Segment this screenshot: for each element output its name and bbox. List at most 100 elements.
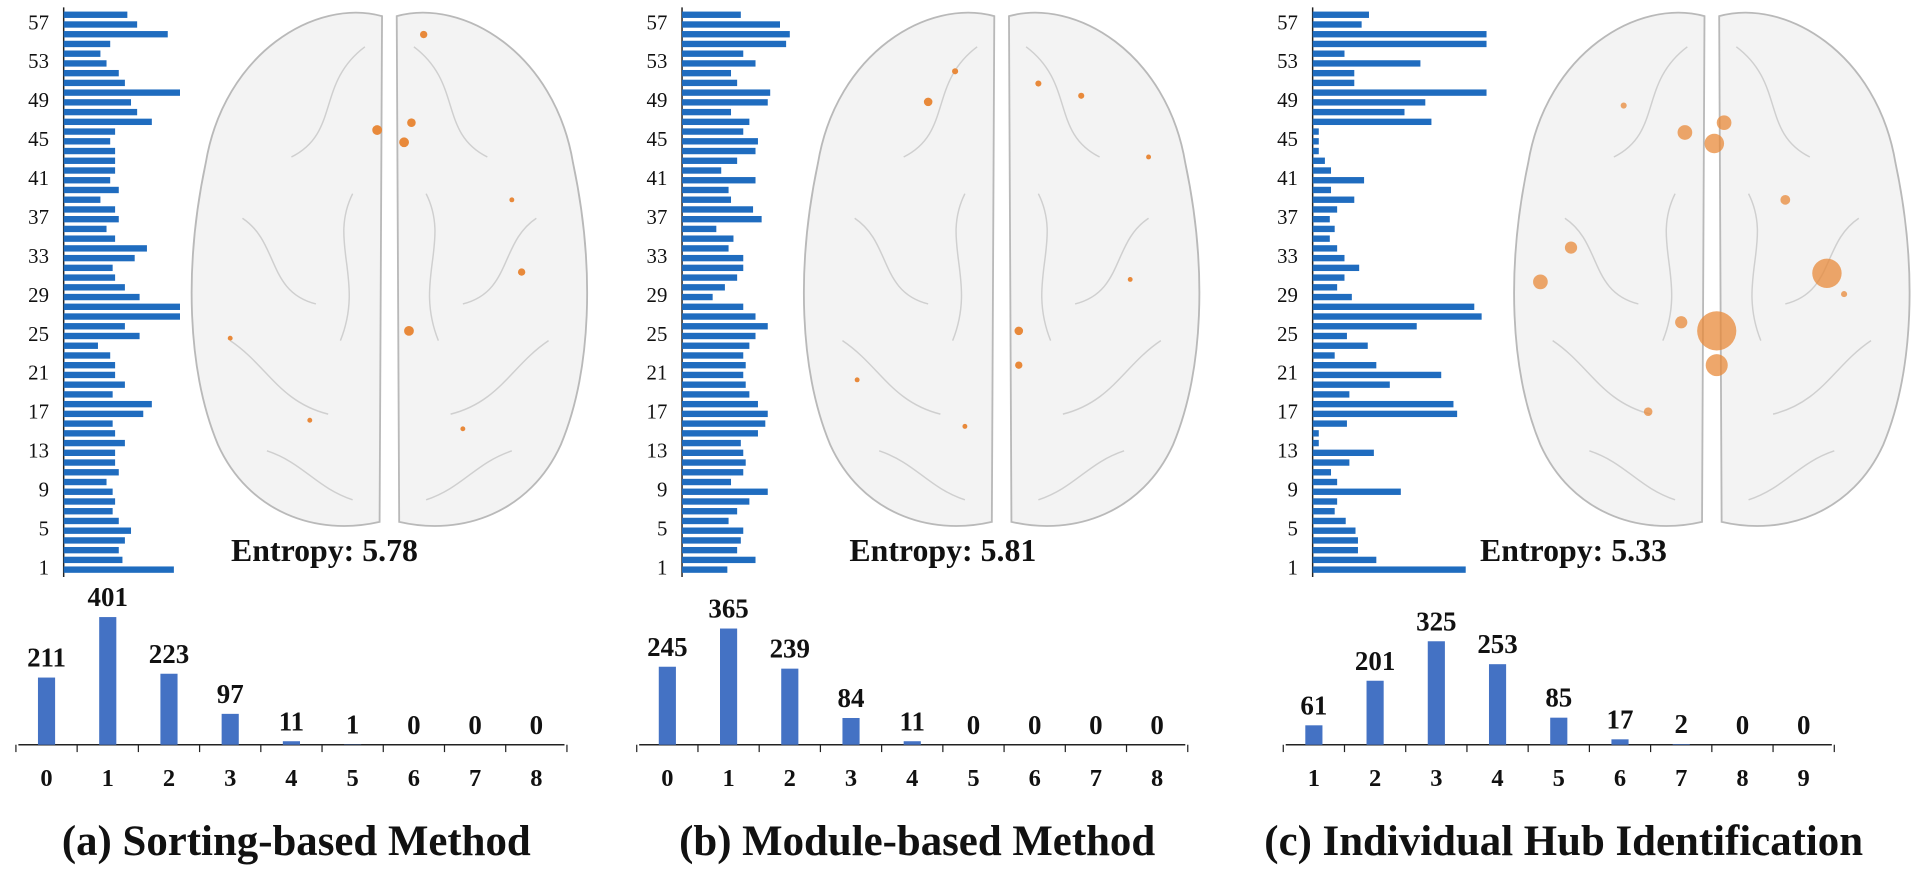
x-tick-label: 7 xyxy=(1090,765,1102,792)
bar xyxy=(1312,323,1417,330)
bar xyxy=(63,118,152,126)
bar xyxy=(1312,556,1377,564)
bar xyxy=(1611,739,1629,745)
bar xyxy=(1312,147,1319,155)
bar xyxy=(1312,254,1345,262)
bar xyxy=(1312,284,1338,291)
bar xyxy=(682,449,744,456)
y-tick-label: 49 xyxy=(647,88,668,112)
y-tick-label: 13 xyxy=(1277,439,1298,463)
bar xyxy=(63,89,180,96)
bar xyxy=(1312,50,1345,57)
bar xyxy=(682,167,722,174)
bar xyxy=(63,196,101,203)
bar xyxy=(682,293,713,301)
bar xyxy=(842,717,860,745)
bar xyxy=(682,400,758,408)
bar xyxy=(1312,60,1421,67)
x-tick-label: 3 xyxy=(1430,765,1442,792)
bar xyxy=(682,362,746,369)
bar xyxy=(63,566,174,573)
bar xyxy=(682,206,754,213)
x-tick-label: 9 xyxy=(1798,765,1810,792)
bar xyxy=(63,264,113,272)
bar xyxy=(1312,293,1352,301)
bar xyxy=(720,628,738,745)
bar xyxy=(1305,725,1323,745)
y-tick-label: 53 xyxy=(1277,49,1298,73)
bar xyxy=(63,21,138,28)
entropy-label: Entropy: 5.78 xyxy=(231,533,418,568)
bar xyxy=(63,206,116,213)
bar xyxy=(682,556,756,564)
y-tick-label: 5 xyxy=(657,516,667,540)
bar xyxy=(682,186,729,194)
bar xyxy=(1312,167,1332,174)
x-tick-label: 6 xyxy=(408,765,420,792)
bar xyxy=(682,323,768,330)
y-tick-label: 37 xyxy=(28,205,49,229)
bar xyxy=(1312,381,1390,388)
value-label: 365 xyxy=(708,594,748,624)
y-tick-label: 21 xyxy=(1277,361,1298,385)
bar xyxy=(682,11,741,18)
bar xyxy=(1366,680,1384,745)
bar xyxy=(1312,186,1332,194)
x-tick-label: 5 xyxy=(347,765,359,792)
bar xyxy=(63,293,140,301)
bar xyxy=(63,410,144,418)
x-tick-label: 5 xyxy=(1553,765,1565,792)
bar xyxy=(1312,89,1487,96)
bar xyxy=(63,235,116,242)
bar xyxy=(1312,537,1358,544)
bar xyxy=(1312,99,1426,106)
x-tick-label: 3 xyxy=(224,765,236,792)
y-tick-label: 45 xyxy=(647,127,668,151)
bar xyxy=(1312,128,1319,135)
bar xyxy=(63,381,125,388)
bar xyxy=(1312,420,1347,427)
value-label: 201 xyxy=(1355,646,1395,676)
bar xyxy=(63,245,147,252)
bar xyxy=(63,284,125,291)
y-tick-label: 9 xyxy=(657,478,667,502)
y-tick-label: 37 xyxy=(647,205,668,229)
y-tick-label: 17 xyxy=(28,400,49,424)
x-tick-label: 0 xyxy=(40,765,52,792)
bar xyxy=(1312,430,1319,437)
bar xyxy=(1672,744,1690,745)
bar xyxy=(63,108,138,116)
y-tick-label: 9 xyxy=(39,478,49,502)
bar xyxy=(682,157,738,164)
value-label: 0 xyxy=(1089,710,1102,740)
bar xyxy=(682,138,758,145)
bar xyxy=(1312,469,1332,476)
bar xyxy=(682,235,734,242)
bar xyxy=(682,245,729,252)
bar xyxy=(1312,410,1458,418)
x-tick-label: 8 xyxy=(1736,765,1748,792)
value-label: 239 xyxy=(770,634,810,664)
value-label: 61 xyxy=(1300,690,1327,720)
bar xyxy=(160,673,178,745)
value-label: 223 xyxy=(149,639,189,669)
bar xyxy=(1312,303,1475,310)
bar xyxy=(63,254,135,262)
y-tick-label: 21 xyxy=(647,361,668,385)
bar xyxy=(1312,118,1432,126)
y-tick-label: 1 xyxy=(39,555,49,579)
y-tick-label: 25 xyxy=(647,322,668,346)
bar xyxy=(63,478,107,486)
x-tick-label: 1 xyxy=(102,765,114,792)
value-label: 211 xyxy=(27,643,66,673)
bar xyxy=(1312,342,1368,349)
bar xyxy=(63,498,116,505)
bar xyxy=(1312,449,1374,456)
bar xyxy=(63,371,116,379)
value-label: 11 xyxy=(279,706,304,736)
bar xyxy=(221,713,239,745)
bar xyxy=(682,118,750,126)
y-tick-label: 37 xyxy=(1277,205,1298,229)
bar xyxy=(682,60,756,67)
